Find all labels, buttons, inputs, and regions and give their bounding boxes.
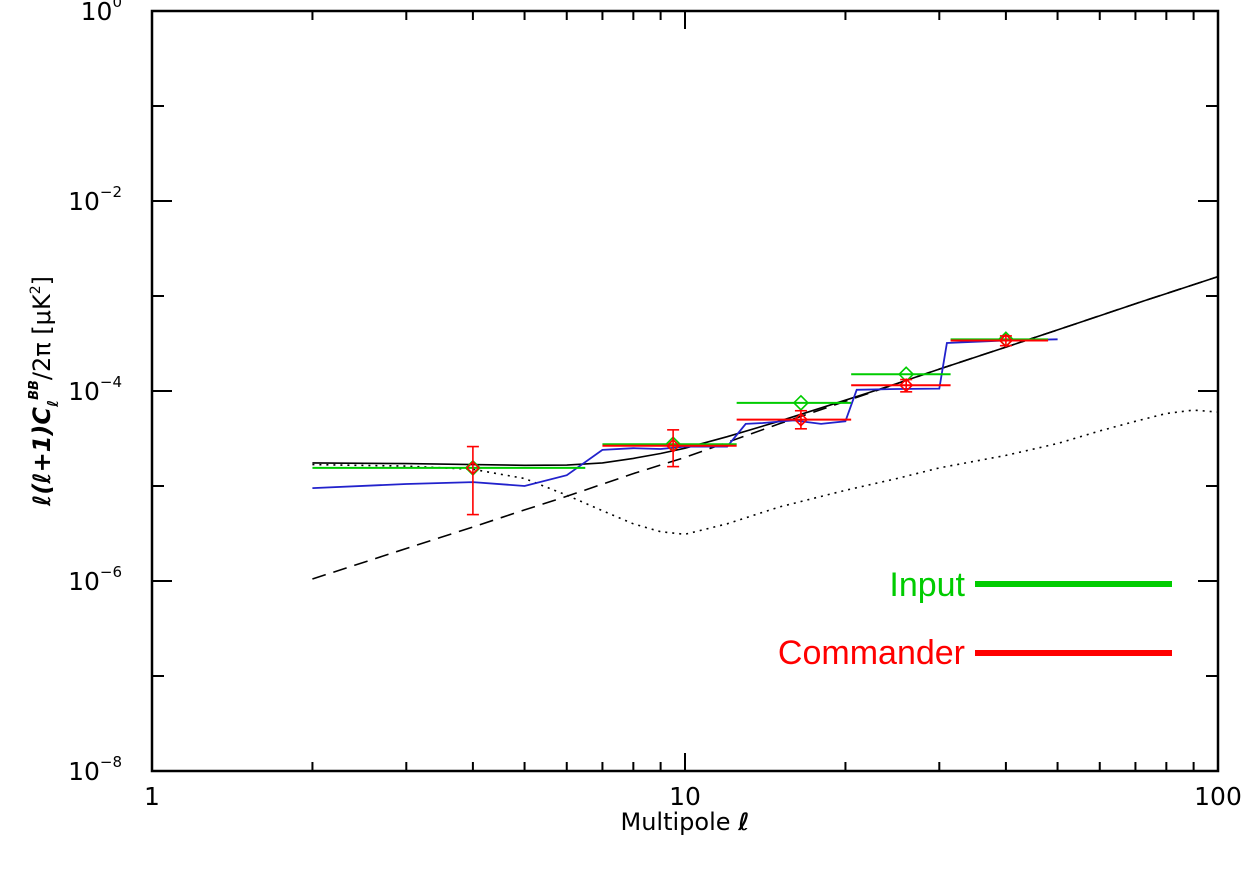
- svg-text:ℓ(ℓ+1)CℓBB/2π [μK2]: ℓ(ℓ+1)CℓBB/2π [μK2]: [27, 276, 62, 507]
- binned-spectra: [312, 331, 1049, 477]
- commander-marker: [793, 412, 809, 427]
- y-tick-label: 10−4: [68, 373, 122, 406]
- x-tick-label: 10: [669, 782, 701, 811]
- y-tick-label: 10−8: [68, 753, 122, 786]
- commander-marker: [998, 333, 1014, 348]
- commander-marker: [465, 460, 481, 476]
- legend-label-commander: Commander: [778, 634, 965, 672]
- commander-marker: [665, 438, 681, 453]
- curve-dotted-black: [312, 409, 1219, 536]
- tick-labels: 1 10 100 100 10−2 10−4 10−6 10−8: [68, 0, 1242, 811]
- curve-solid-blue: [312, 338, 1058, 489]
- model-curves: [312, 275, 1219, 580]
- y-tick-label: 10−6: [68, 563, 122, 596]
- x-tick-label: 1: [144, 782, 160, 811]
- input-marker: [792, 394, 810, 412]
- y-tick-label: 10−2: [68, 183, 122, 216]
- legend: Input Commander: [778, 566, 1172, 672]
- y-tick-label: 100: [81, 0, 122, 26]
- legend-label-input: Input: [889, 566, 965, 604]
- plot-frame: [150, 9, 1220, 773]
- x-axis-title: Multipole ℓ: [621, 808, 750, 836]
- axis-ticks: [152, 11, 1218, 771]
- y-axis-title: ℓ(ℓ+1)CℓBB/2π [μK2]: [27, 276, 62, 507]
- error-bars: [465, 333, 1014, 516]
- commander-marker: [899, 378, 914, 393]
- x-tick-label: 100: [1194, 782, 1242, 811]
